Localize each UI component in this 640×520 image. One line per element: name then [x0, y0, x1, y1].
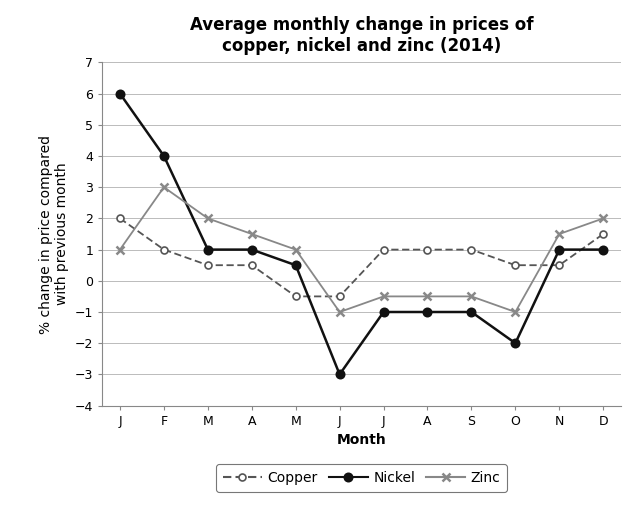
Copper — [160, 246, 168, 253]
Zinc — [468, 293, 476, 300]
Zinc — [292, 246, 300, 253]
Copper — [511, 262, 519, 268]
Nickel — [468, 309, 476, 315]
Nickel — [292, 262, 300, 268]
Title: Average monthly change in prices of
copper, nickel and zinc (2014): Average monthly change in prices of copp… — [190, 17, 533, 55]
Nickel — [248, 246, 255, 253]
Nickel — [556, 246, 563, 253]
Zinc — [424, 293, 431, 300]
Y-axis label: % change in price compared
with previous month: % change in price compared with previous… — [39, 135, 70, 333]
Nickel — [116, 90, 124, 97]
Zinc — [380, 293, 387, 300]
Zinc — [204, 215, 212, 222]
Copper — [248, 262, 255, 268]
Zinc — [556, 231, 563, 237]
Copper — [204, 262, 212, 268]
Zinc — [248, 231, 255, 237]
X-axis label: Month: Month — [337, 433, 387, 447]
Legend: Copper, Nickel, Zinc: Copper, Nickel, Zinc — [216, 464, 508, 492]
Copper — [116, 215, 124, 222]
Copper — [556, 262, 563, 268]
Nickel — [336, 371, 344, 378]
Copper — [468, 246, 476, 253]
Zinc — [511, 309, 519, 315]
Nickel — [160, 153, 168, 159]
Zinc — [160, 184, 168, 190]
Zinc — [116, 246, 124, 253]
Copper — [292, 293, 300, 300]
Nickel — [204, 246, 212, 253]
Nickel — [511, 340, 519, 346]
Copper — [600, 231, 607, 237]
Line: Copper: Copper — [116, 215, 607, 300]
Nickel — [380, 309, 387, 315]
Copper — [380, 246, 387, 253]
Nickel — [424, 309, 431, 315]
Line: Nickel: Nickel — [116, 89, 607, 379]
Copper — [424, 246, 431, 253]
Zinc — [600, 215, 607, 222]
Nickel — [600, 246, 607, 253]
Zinc — [336, 309, 344, 315]
Line: Zinc: Zinc — [116, 183, 607, 316]
Copper — [336, 293, 344, 300]
